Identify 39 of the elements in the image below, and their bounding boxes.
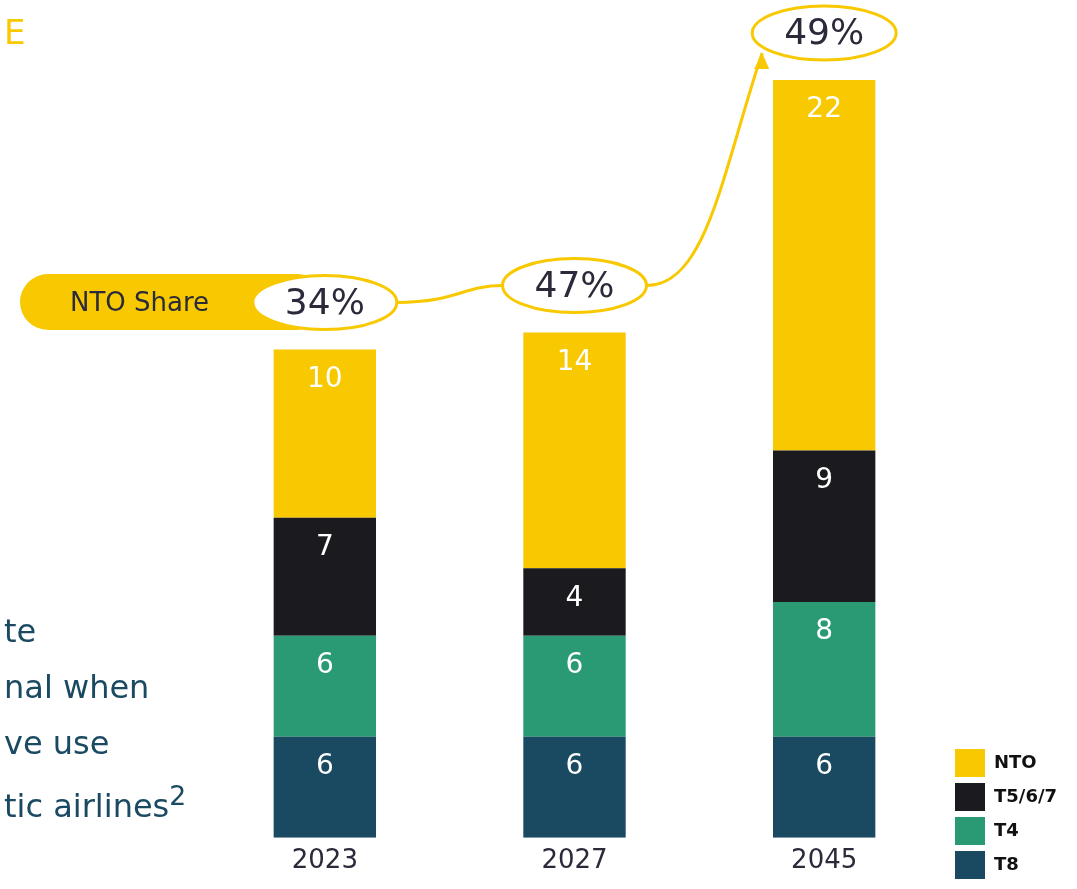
annotation: 47% (534, 263, 615, 305)
bar (523, 736, 626, 838)
bar (273, 635, 377, 737)
data-label: 9 (815, 461, 834, 495)
x-tick-label: 2023 (291, 844, 358, 875)
legend-label: T5/6/7 (994, 784, 1057, 806)
bar (273, 736, 377, 838)
legend-label: NTO (994, 750, 1037, 772)
data-label: 14 (556, 343, 593, 377)
text: te (4, 612, 37, 650)
bar (273, 349, 377, 518)
data-label: 6 (815, 748, 834, 782)
data-label: 6 (315, 748, 334, 782)
legend-label: T4 (994, 818, 1019, 840)
annotation: NTO Share (70, 287, 210, 318)
bar (273, 517, 377, 636)
data-label: 8 (815, 613, 834, 647)
data-label: 7 (315, 529, 334, 563)
bar (772, 450, 876, 603)
data-label: 22 (806, 91, 842, 125)
text: 49% (784, 11, 865, 53)
text: E (4, 12, 26, 52)
bar (523, 332, 626, 569)
data-label: 10 (307, 360, 343, 394)
text: ve use (4, 724, 110, 762)
text: nal when (4, 668, 150, 706)
text: tic airlines$^{2}$ (4, 780, 187, 825)
x-tick-label: 2027 (541, 844, 608, 875)
bar (523, 635, 626, 737)
data-label: 6 (315, 647, 334, 680)
bar (772, 736, 876, 838)
data-label: 6 (565, 647, 584, 680)
x-tick-label: 2045 (791, 844, 858, 875)
data-label: 4 (565, 579, 584, 613)
bar (772, 602, 876, 737)
bar (772, 80, 876, 451)
bar (523, 568, 626, 636)
legend-label: T8 (994, 852, 1019, 874)
data-label: 6 (565, 748, 584, 782)
